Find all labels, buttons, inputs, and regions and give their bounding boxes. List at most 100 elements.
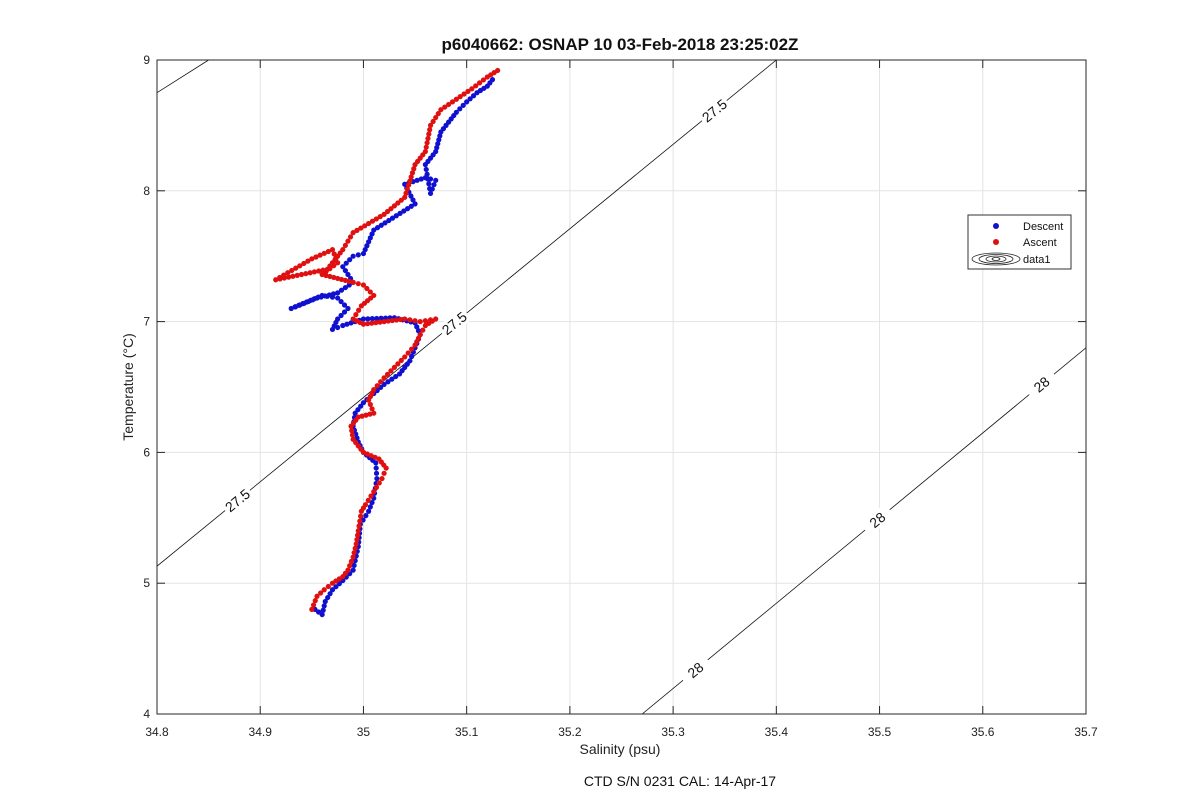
- descent-point: [453, 109, 459, 115]
- descent-point: [360, 400, 367, 406]
- ascent-point: [301, 260, 307, 267]
- ascent-point: [495, 67, 501, 74]
- descent-point: [408, 203, 414, 209]
- ascent-point: [357, 518, 363, 524]
- axes-box: [156, 59, 1087, 715]
- ascent-point: [427, 127, 433, 133]
- ascent-point: [313, 254, 319, 260]
- y-tick-label: 5: [143, 576, 150, 590]
- ascent-point: [435, 111, 441, 117]
- ascent-point: [411, 166, 417, 172]
- x-axis-label: Salinity (psu): [579, 741, 661, 757]
- ascent-point: [309, 256, 315, 262]
- descent-point: [345, 305, 351, 312]
- descent-point: [410, 197, 416, 203]
- ascent-point: [355, 281, 361, 287]
- descent-point: [418, 176, 424, 182]
- ascent-point: [281, 275, 287, 281]
- descent-point: [297, 302, 303, 308]
- ascent-point: [294, 272, 300, 278]
- ascent-point: [465, 88, 471, 94]
- ascent-point: [381, 319, 387, 325]
- ascent-point: [298, 271, 305, 278]
- x-tick-label: 35.5: [868, 725, 892, 739]
- descent-point: [340, 322, 346, 329]
- ascent-point: [318, 590, 324, 596]
- descent-point: [360, 316, 367, 322]
- descent-point: [378, 222, 384, 228]
- ascent-point: [364, 321, 371, 327]
- descent-point: [424, 171, 430, 177]
- descent-point: [327, 591, 333, 597]
- descent-point: [314, 295, 320, 301]
- ascent-point: [350, 554, 356, 560]
- ascent-point: [480, 77, 487, 83]
- descent-point: [355, 252, 361, 258]
- legend-descent-marker: [993, 223, 999, 229]
- descent-point: [374, 315, 380, 322]
- descent-point: [343, 260, 349, 266]
- ascent-point: [311, 269, 318, 275]
- ascent-point: [310, 602, 317, 608]
- descent-point: [414, 324, 420, 330]
- descent-point: [401, 208, 407, 214]
- x-tick-label: 35.4: [765, 725, 789, 739]
- ascent-point: [371, 292, 377, 299]
- ascent-point: [388, 206, 394, 212]
- ascent-point: [422, 148, 428, 155]
- ascent-point: [473, 83, 479, 89]
- legend-contour-icon: [978, 254, 1014, 264]
- ascent-point: [354, 537, 360, 543]
- ascent-point: [371, 387, 377, 393]
- ascent-point: [349, 432, 356, 438]
- ascent-point: [362, 223, 368, 229]
- ascent-point: [356, 523, 362, 529]
- ascent-point: [381, 375, 387, 381]
- ascent-point: [319, 271, 325, 278]
- legend-ascent-marker: [993, 239, 999, 245]
- descent-point: [426, 181, 432, 187]
- isopycnal-label-bg: [1024, 368, 1060, 401]
- footer-calibration: CTD S/N 0231 CAL: 14-Apr-17: [583, 773, 777, 789]
- x-tick-label: 34.8: [145, 725, 169, 739]
- ascent-point: [316, 268, 322, 274]
- ascent-point: [342, 242, 348, 249]
- ascent-point: [297, 263, 303, 269]
- descent-point: [412, 201, 418, 207]
- descent-point: [338, 298, 344, 305]
- ascent-point: [395, 361, 401, 367]
- x-tick-label: 35.2: [558, 725, 582, 739]
- ascent-point: [303, 271, 309, 277]
- descent-point: [393, 213, 399, 219]
- descent-point: [366, 508, 372, 514]
- ascent-point: [425, 135, 431, 142]
- descent-point: [437, 133, 443, 139]
- ascent-point: [389, 317, 395, 324]
- descent-point: [319, 611, 325, 618]
- ascent-point: [391, 364, 398, 370]
- descent-point: [340, 264, 346, 270]
- isopycnal-label-bg: [677, 653, 713, 687]
- descent-point: [369, 499, 375, 506]
- descent-point: [345, 271, 351, 278]
- ascent-point: [417, 332, 423, 338]
- legend-contour-icon: [971, 252, 1021, 266]
- descent-point: [342, 284, 348, 291]
- ascent-point: [360, 282, 367, 288]
- ascent-point: [353, 312, 359, 318]
- descent-point: [330, 291, 337, 297]
- ascent-point: [277, 276, 283, 282]
- ascent-point: [373, 216, 379, 222]
- descent-point: [386, 217, 392, 224]
- descent-point: [433, 177, 439, 183]
- descent-point: [360, 250, 367, 257]
- descent-point: [467, 96, 473, 102]
- descent-point: [346, 282, 352, 288]
- ascent-point: [369, 406, 375, 412]
- y-tick-label: 7: [143, 315, 150, 329]
- descent-point: [310, 297, 316, 303]
- ascent-point: [376, 480, 382, 486]
- y-tick-label: 8: [143, 184, 150, 198]
- descent-point: [389, 215, 396, 221]
- descent-point: [470, 93, 477, 99]
